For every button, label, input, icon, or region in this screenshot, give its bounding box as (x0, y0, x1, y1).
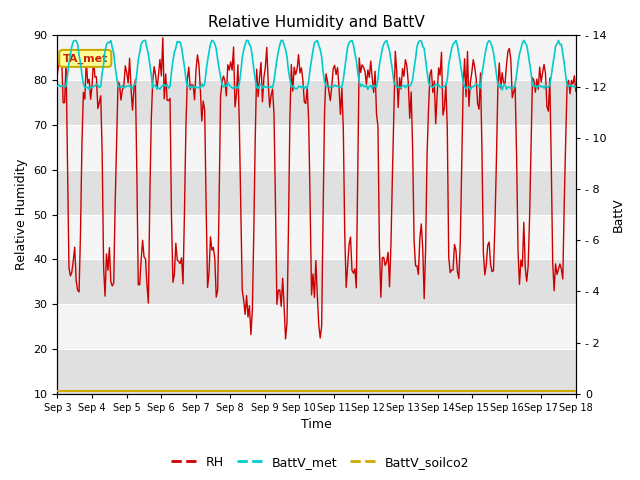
Legend: RH, BattV_met, BattV_soilco2: RH, BattV_met, BattV_soilco2 (166, 451, 474, 474)
Bar (58, 170, 576, 215)
Bar (58, 80, 576, 125)
Bar (58, 125, 576, 170)
X-axis label: Time: Time (301, 419, 332, 432)
Bar (58, 349, 576, 394)
Y-axis label: Relative Humidity: Relative Humidity (15, 159, 28, 270)
Title: Relative Humidity and BattV: Relative Humidity and BattV (208, 15, 425, 30)
Bar (58, 215, 576, 259)
Bar (58, 304, 576, 349)
Bar (58, 36, 576, 80)
Text: TA_met: TA_met (63, 53, 108, 63)
Bar (58, 259, 576, 304)
Y-axis label: BattV: BattV (612, 197, 625, 232)
